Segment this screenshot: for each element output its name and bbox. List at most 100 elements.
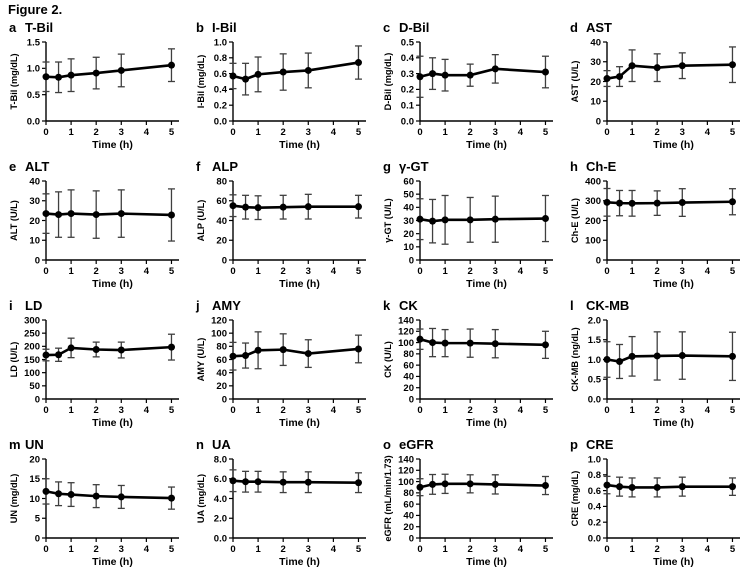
svg-text:80: 80 <box>403 349 414 360</box>
svg-text:1: 1 <box>255 266 261 277</box>
svg-text:ALT (U/L): ALT (U/L) <box>9 200 19 241</box>
svg-text:50: 50 <box>29 381 40 392</box>
svg-text:CK (U/L): CK (U/L) <box>383 341 393 378</box>
svg-text:10: 10 <box>29 494 40 505</box>
svg-text:10: 10 <box>29 236 40 247</box>
svg-text:Time (h): Time (h) <box>92 417 133 429</box>
svg-text:30: 30 <box>590 57 601 68</box>
svg-text:60: 60 <box>216 196 227 207</box>
panel-title: eGFR <box>399 437 434 452</box>
svg-text:0.0: 0.0 <box>588 533 601 544</box>
svg-text:40: 40 <box>403 511 414 522</box>
svg-text:80: 80 <box>216 176 227 187</box>
svg-text:120: 120 <box>398 327 414 338</box>
line-chart: 0 100 200 300 400 0 1 2 3 4 5 Ch-E (U/L) Time (h) <box>570 176 740 290</box>
svg-text:4.0: 4.0 <box>214 494 227 505</box>
svg-text:3: 3 <box>680 266 685 277</box>
svg-text:5: 5 <box>356 405 362 416</box>
line-chart: 0 20 40 60 80 100 120 0 1 2 3 4 5 AMY (U/L) Time (h) <box>196 315 366 429</box>
svg-text:0: 0 <box>596 255 601 266</box>
panel-title: ALT <box>25 159 50 174</box>
figure-grid: a T-Bil 0.0 0.5 1.0 1.5 0 1 2 3 4 5 T-Bil (mg/dL) T… <box>0 18 750 574</box>
svg-text:2: 2 <box>281 544 286 555</box>
panel-header: i LD <box>2 296 189 313</box>
svg-text:20: 20 <box>403 229 414 240</box>
svg-text:30: 30 <box>29 196 40 207</box>
panel-title: D-Bil <box>399 20 430 35</box>
panel-header: k CK <box>376 296 563 313</box>
line-chart: 0.0 0.5 1.0 1.5 0 1 2 3 4 5 T-Bil (mg/dL) Time (h) <box>9 37 179 151</box>
svg-text:1: 1 <box>68 127 74 138</box>
svg-text:20: 20 <box>403 522 414 533</box>
svg-text:5: 5 <box>730 127 736 138</box>
figure-title: Figure 2. <box>8 2 63 17</box>
panel-letter: m <box>9 437 21 452</box>
svg-text:2: 2 <box>655 544 660 555</box>
svg-text:3: 3 <box>306 266 311 277</box>
panel-letter: i <box>9 298 13 313</box>
svg-text:8.0: 8.0 <box>214 454 227 465</box>
svg-text:CRE (mg/dL): CRE (mg/dL) <box>570 471 580 527</box>
svg-text:80: 80 <box>403 488 414 499</box>
svg-text:400: 400 <box>585 176 601 187</box>
svg-text:2: 2 <box>655 127 660 138</box>
svg-text:2.0: 2.0 <box>214 514 227 525</box>
svg-text:1: 1 <box>255 127 261 138</box>
svg-text:40: 40 <box>403 203 414 214</box>
svg-text:1.5: 1.5 <box>27 37 41 48</box>
panel-title: CRE <box>586 437 614 452</box>
svg-text:1: 1 <box>255 544 261 555</box>
svg-text:3: 3 <box>680 544 685 555</box>
svg-text:0.0: 0.0 <box>588 394 601 405</box>
svg-text:5: 5 <box>543 127 549 138</box>
svg-text:1: 1 <box>68 266 74 277</box>
svg-text:3: 3 <box>493 544 498 555</box>
svg-text:140: 140 <box>398 315 414 326</box>
svg-text:140: 140 <box>398 454 414 465</box>
svg-text:3: 3 <box>119 266 124 277</box>
svg-text:5: 5 <box>543 405 549 416</box>
panel-j-amy: j AMY 0 20 40 60 80 100 120 0 1 2 3 4 5 AMY (U/L) Time… <box>189 296 376 435</box>
svg-text:0: 0 <box>409 394 414 405</box>
panel-g--gt: g γ-GT 0 10 20 30 40 50 60 0 1 2 3 4 5 γ-GT (U/L) Time… <box>376 157 563 296</box>
panel-header: p CRE <box>563 435 750 452</box>
svg-text:5: 5 <box>169 544 175 555</box>
panel-l-ck-mb: l CK-MB 0.0 0.5 1.0 1.5 2.0 0 1 2 3 4 5 CK-MB (ng/d… <box>563 296 750 435</box>
panel-letter: p <box>570 437 578 452</box>
svg-text:50: 50 <box>403 189 414 200</box>
svg-text:0.3: 0.3 <box>401 69 414 80</box>
panel-a-t-bil: a T-Bil 0.0 0.5 1.0 1.5 0 1 2 3 4 5 T-Bil (mg/dL) T… <box>2 18 189 157</box>
svg-text:Time (h): Time (h) <box>466 417 507 429</box>
svg-text:4: 4 <box>331 544 337 555</box>
svg-text:20: 20 <box>403 383 414 394</box>
svg-text:0: 0 <box>43 266 48 277</box>
svg-text:1: 1 <box>442 405 448 416</box>
svg-text:3: 3 <box>493 127 498 138</box>
svg-text:3: 3 <box>680 127 685 138</box>
svg-text:4: 4 <box>705 266 711 277</box>
svg-text:2: 2 <box>281 266 286 277</box>
svg-text:0: 0 <box>604 266 609 277</box>
svg-text:Time (h): Time (h) <box>653 556 694 568</box>
svg-text:UN (mg/dL): UN (mg/dL) <box>9 474 19 524</box>
panel-header: c D-Bil <box>376 18 563 35</box>
svg-text:10: 10 <box>403 242 414 253</box>
svg-text:Time (h): Time (h) <box>466 139 507 151</box>
svg-text:0.6: 0.6 <box>588 486 601 497</box>
svg-text:120: 120 <box>211 315 227 326</box>
svg-text:120: 120 <box>398 466 414 477</box>
panel-letter: n <box>196 437 204 452</box>
svg-text:5: 5 <box>543 266 549 277</box>
svg-text:250: 250 <box>24 328 40 339</box>
svg-text:4: 4 <box>331 266 337 277</box>
svg-text:40: 40 <box>403 372 414 383</box>
svg-text:0: 0 <box>417 127 422 138</box>
svg-text:0: 0 <box>596 116 601 127</box>
svg-text:60: 60 <box>403 499 414 510</box>
svg-text:2: 2 <box>655 266 660 277</box>
svg-text:0: 0 <box>230 127 235 138</box>
svg-text:2: 2 <box>468 127 473 138</box>
svg-text:Time (h): Time (h) <box>653 417 694 429</box>
svg-text:2: 2 <box>94 266 99 277</box>
